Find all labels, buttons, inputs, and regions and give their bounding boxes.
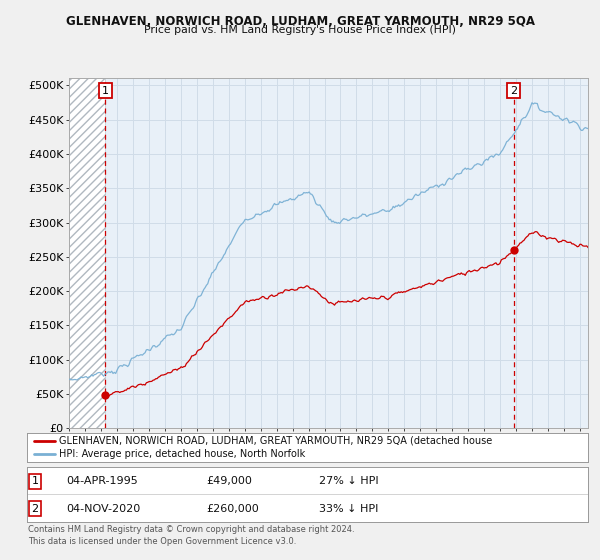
- Text: 04-NOV-2020: 04-NOV-2020: [66, 504, 140, 514]
- Text: 1: 1: [102, 86, 109, 96]
- Bar: [69, 78, 105, 428]
- Text: £49,000: £49,000: [206, 477, 253, 486]
- Text: 2: 2: [510, 86, 517, 96]
- Text: 27% ↓ HPI: 27% ↓ HPI: [319, 477, 379, 486]
- Text: 2: 2: [31, 504, 38, 514]
- Text: 04-APR-1995: 04-APR-1995: [66, 477, 138, 486]
- Text: HPI: Average price, detached house, North Norfolk: HPI: Average price, detached house, Nort…: [59, 449, 305, 459]
- Text: 1: 1: [31, 477, 38, 486]
- Text: GLENHAVEN, NORWICH ROAD, LUDHAM, GREAT YARMOUTH, NR29 5QA (detached house: GLENHAVEN, NORWICH ROAD, LUDHAM, GREAT Y…: [59, 436, 492, 446]
- Text: 33% ↓ HPI: 33% ↓ HPI: [319, 504, 378, 514]
- Text: GLENHAVEN, NORWICH ROAD, LUDHAM, GREAT YARMOUTH, NR29 5QA: GLENHAVEN, NORWICH ROAD, LUDHAM, GREAT Y…: [65, 15, 535, 27]
- Text: £260,000: £260,000: [206, 504, 259, 514]
- Text: Contains HM Land Registry data © Crown copyright and database right 2024.
This d: Contains HM Land Registry data © Crown c…: [28, 525, 355, 546]
- Text: Price paid vs. HM Land Registry's House Price Index (HPI): Price paid vs. HM Land Registry's House …: [144, 25, 456, 35]
